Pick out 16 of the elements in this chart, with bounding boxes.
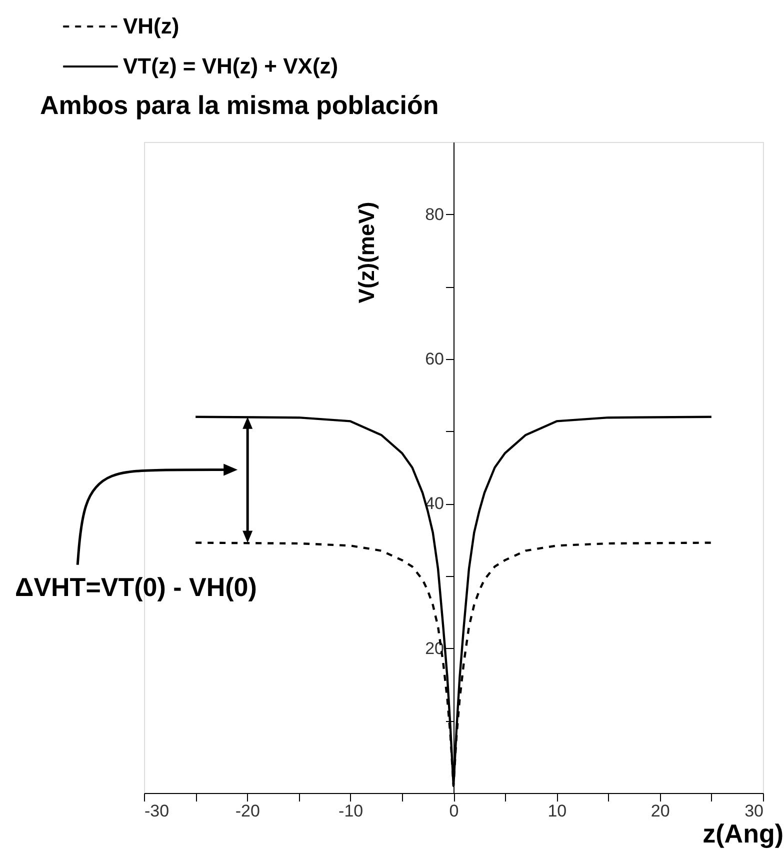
y-tick-label: 60	[425, 350, 444, 368]
x-axis-title: z(Ang)	[702, 818, 784, 848]
x-tick-label: -20	[235, 802, 260, 820]
annotation: ΔVHT=VT(0) - VH(0)	[15, 572, 257, 602]
x-tick-label: -30	[144, 802, 170, 820]
legend-label: VT(z) = VH(z) + VX(z)	[123, 54, 338, 78]
y-axis-title: V(z)(meV)	[354, 202, 379, 304]
y-tick-label: 80	[425, 204, 444, 224]
y-tick-label: 40	[425, 494, 444, 514]
x-tick-label: 10	[548, 802, 567, 820]
x-tick-label: 30	[744, 802, 764, 820]
x-tick-label: -10	[338, 802, 364, 820]
x-tick-label: 0	[449, 802, 459, 820]
chart-title: Ambos para la misma población	[40, 90, 439, 120]
x-tick-label: 20	[650, 802, 670, 820]
legend-label: VH(z)	[123, 14, 180, 38]
